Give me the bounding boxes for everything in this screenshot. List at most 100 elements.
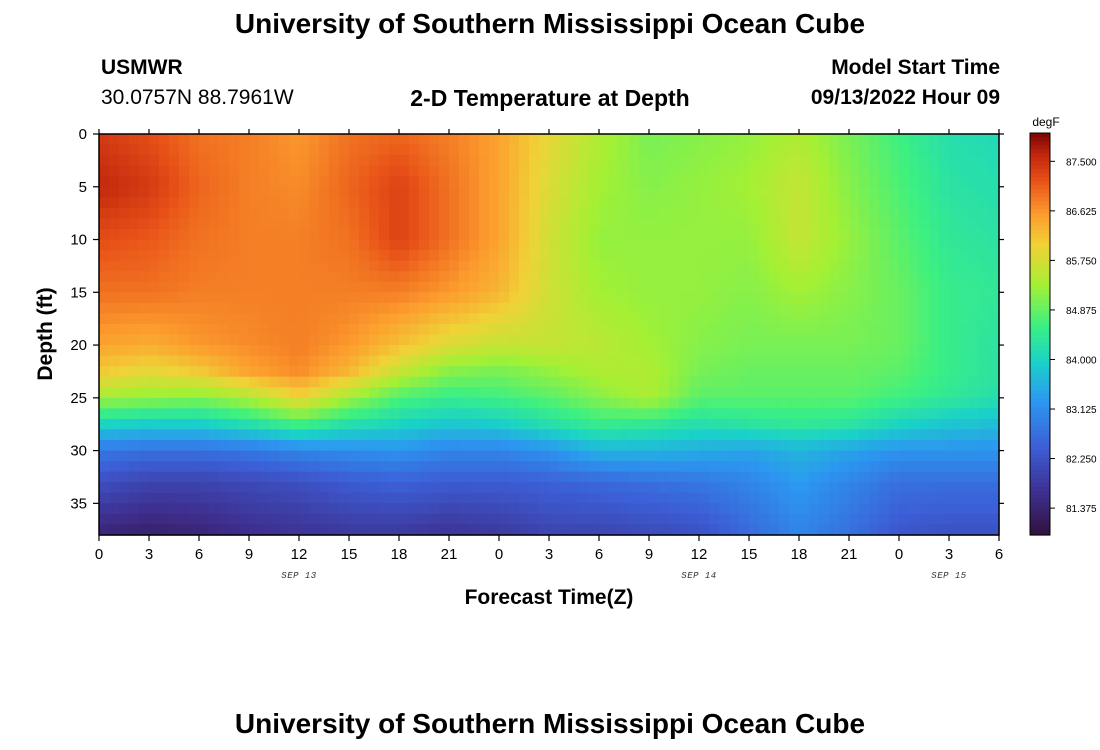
heatmap-cell: [259, 313, 270, 325]
heatmap-cell: [159, 482, 170, 494]
heatmap-cell: [329, 134, 340, 146]
heatmap-cell: [619, 207, 630, 220]
heatmap-cell: [429, 524, 440, 536]
heatmap-cell: [309, 482, 320, 494]
heatmap-cell: [239, 376, 250, 388]
heatmap-cell: [919, 323, 930, 336]
heatmap-cell: [139, 207, 150, 220]
heatmap-cell: [679, 228, 690, 241]
heatmap-cell: [109, 197, 120, 209]
heatmap-cell: [329, 281, 340, 293]
heatmap-cell: [149, 165, 160, 177]
heatmap-cell: [889, 292, 900, 304]
heatmap-cell: [369, 503, 380, 515]
heatmap-cell: [469, 450, 480, 462]
heatmap-cell: [329, 482, 340, 494]
heatmap-cell: [739, 239, 750, 251]
heatmap-cell: [169, 408, 180, 420]
heatmap-cell: [439, 271, 450, 283]
heatmap-cell: [139, 218, 150, 230]
heatmap-cell: [359, 366, 370, 378]
heatmap-cell: [599, 461, 610, 473]
heatmap-cell: [639, 239, 650, 251]
heatmap-cell: [739, 429, 750, 441]
heatmap-cell: [419, 165, 430, 177]
heatmap-cell: [809, 197, 820, 209]
heatmap-cell: [429, 323, 440, 336]
heatmap-cell: [199, 186, 210, 198]
heatmap-cell: [959, 355, 970, 367]
heatmap-cell: [449, 408, 460, 420]
heatmap-cell: [609, 281, 620, 293]
heatmap-cell: [709, 228, 720, 241]
heatmap-cell: [549, 482, 560, 494]
heatmap-cell: [879, 281, 890, 293]
heatmap-cell: [119, 408, 130, 420]
heatmap-cell: [879, 376, 890, 388]
heatmap-cell: [809, 250, 820, 262]
heatmap-cell: [789, 197, 800, 209]
heatmap-cell: [869, 440, 880, 452]
heatmap-cell: [159, 302, 170, 314]
heatmap-cell: [549, 440, 560, 452]
heatmap-cell: [379, 207, 390, 220]
heatmap-cell: [579, 397, 590, 409]
heatmap-cell: [739, 461, 750, 473]
heatmap-cell: [209, 355, 220, 367]
heatmap-cell: [129, 450, 140, 462]
heatmap-cell: [349, 408, 360, 420]
heatmap-cell: [159, 461, 170, 473]
heatmap-cell: [959, 292, 970, 304]
heatmap-cell: [709, 492, 720, 504]
heatmap-cell: [459, 387, 470, 399]
heatmap-cell: [109, 482, 120, 494]
heatmap-cell: [419, 345, 430, 357]
heatmap-cell: [969, 302, 980, 314]
colorbar-cell: [1030, 297, 1050, 303]
colorbar-cell: [1030, 462, 1050, 468]
heatmap-cell: [389, 450, 400, 462]
heatmap-cell: [959, 250, 970, 262]
heatmap-cell: [979, 524, 990, 536]
heatmap-cell: [189, 376, 200, 388]
heatmap-cell: [99, 144, 110, 156]
heatmap-cell: [139, 323, 150, 336]
heatmap-cell: [819, 513, 830, 526]
heatmap-cell: [949, 376, 960, 388]
heatmap-cell: [689, 186, 700, 198]
heatmap-cell: [809, 345, 820, 357]
heatmap-cell: [779, 239, 790, 251]
heatmap-cell: [869, 228, 880, 241]
heatmap-cell: [599, 418, 610, 431]
heatmap-cell: [719, 524, 730, 536]
heatmap-cell: [969, 408, 980, 420]
heatmap-cell: [959, 207, 970, 220]
heatmap-cell: [649, 323, 660, 336]
colorbar-cell: [1030, 426, 1050, 432]
y-tick-label: 15: [70, 284, 87, 301]
heatmap-cell: [729, 197, 740, 209]
heatmap-cell: [499, 408, 510, 420]
heatmap-cell: [439, 323, 450, 336]
date-label: SEP 15: [931, 571, 967, 581]
heatmap-cell: [859, 281, 870, 293]
heatmap-cell: [409, 197, 420, 209]
heatmap-cell: [209, 207, 220, 220]
heatmap-cell: [729, 134, 740, 146]
heatmap-cell: [269, 323, 280, 336]
heatmap-cell: [329, 165, 340, 177]
heatmap-cell: [689, 355, 700, 367]
heatmap-cell: [419, 186, 430, 198]
heatmap-cell: [839, 250, 850, 262]
heatmap-cell: [549, 503, 560, 515]
heatmap-cell: [679, 155, 690, 167]
heatmap-cell: [139, 513, 150, 526]
heatmap-cell: [729, 334, 740, 346]
heatmap-cell: [839, 418, 850, 431]
heatmap-cell: [919, 334, 930, 346]
heatmap-cell: [599, 323, 610, 336]
colorbar-cell: [1030, 185, 1050, 190]
heatmap-cell: [959, 228, 970, 241]
heatmap-cell: [109, 524, 120, 536]
heatmap-cell: [549, 524, 560, 536]
